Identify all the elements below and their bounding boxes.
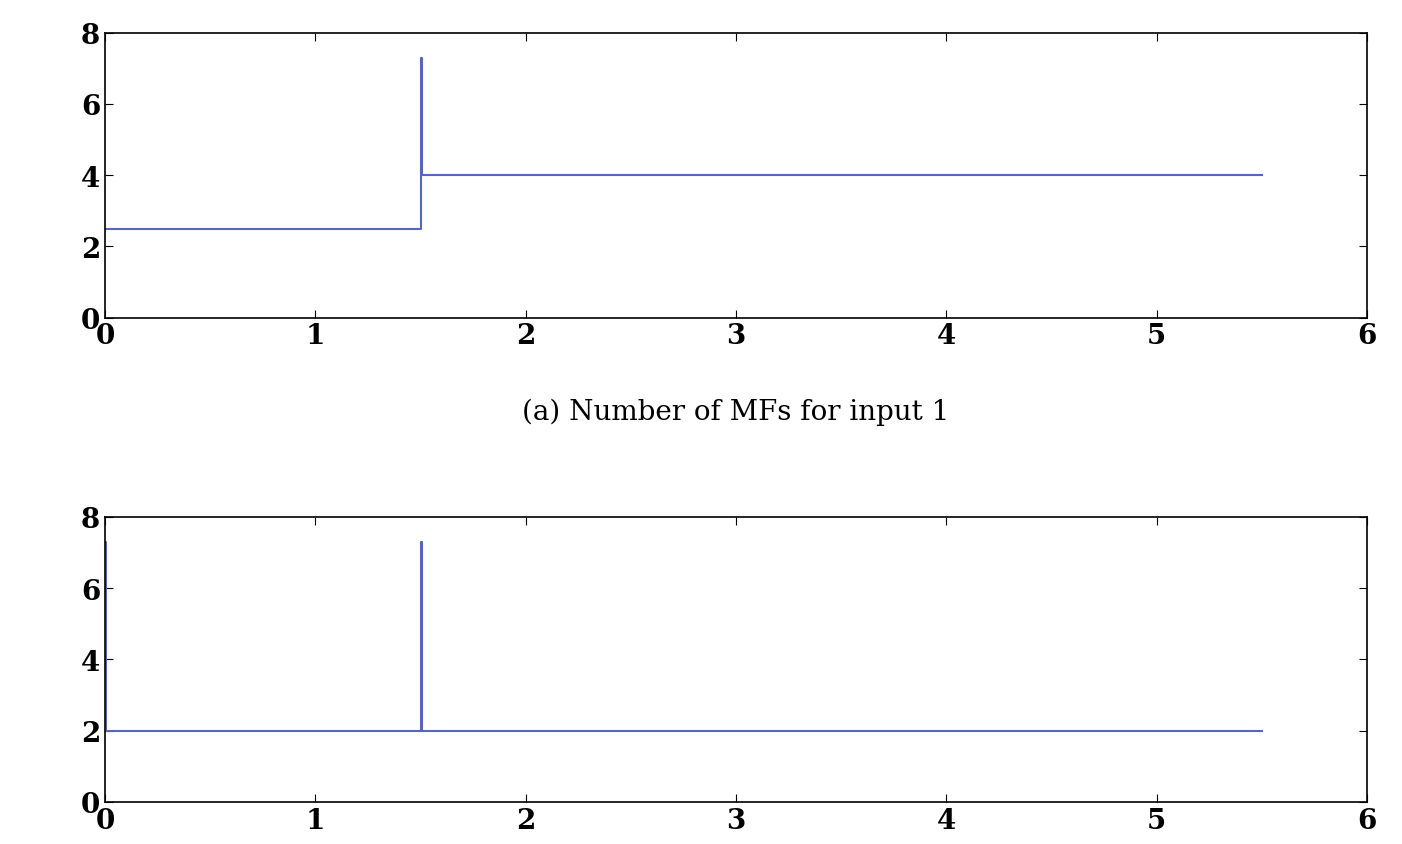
Text: (a) Number of MFs for input 1: (a) Number of MFs for input 1	[523, 398, 949, 425]
